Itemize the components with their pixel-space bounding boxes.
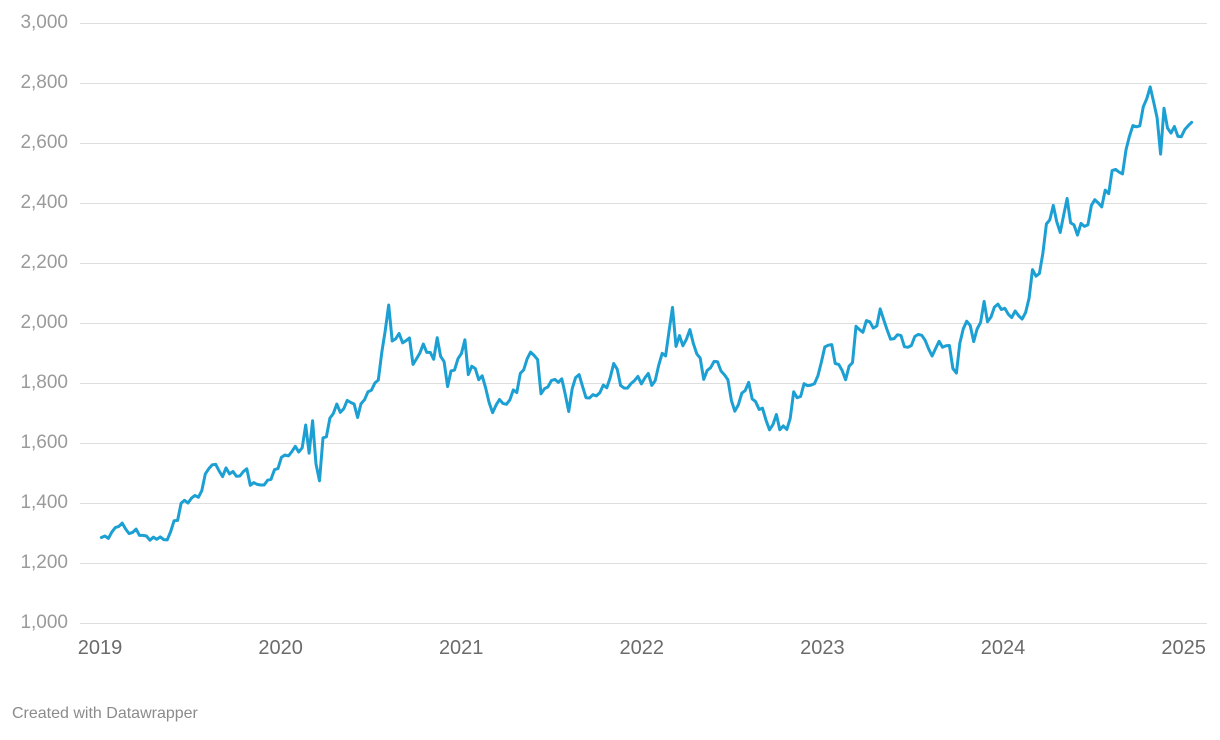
y-axis-label: 2,200	[20, 252, 68, 273]
x-axis-label: 2019	[77, 637, 123, 659]
y-axis-label: 2,800	[20, 72, 68, 93]
x-axis-label: 2020	[258, 637, 303, 659]
price-line-series	[99, 85, 1194, 542]
gridline	[80, 323, 1207, 324]
x-axis-label: 2022	[619, 637, 665, 659]
y-axis-label: 1,400	[20, 492, 68, 513]
gridline	[80, 503, 1207, 504]
y-axis-label: 2,400	[20, 192, 68, 213]
gridline	[80, 263, 1207, 264]
gridline	[80, 443, 1207, 444]
y-axis-label: 2,000	[20, 312, 68, 333]
y-axis-label: 1,600	[20, 432, 68, 453]
x-axis-label: 2023	[800, 637, 845, 659]
x-axis-label: 2025	[1161, 637, 1206, 659]
gridline	[80, 563, 1207, 564]
gridline	[80, 623, 1207, 624]
y-axis-label: 3,000	[20, 12, 68, 33]
x-axis-label: 2024	[980, 637, 1026, 659]
gridline	[80, 383, 1207, 384]
y-axis-label: 1,000	[20, 612, 68, 633]
gridline	[80, 83, 1207, 84]
x-axis-label: 2021	[438, 637, 484, 659]
y-axis-label: 2,600	[20, 132, 68, 153]
y-axis-label: 1,800	[20, 372, 68, 393]
gridline	[80, 203, 1207, 204]
y-axis-label: 1,200	[20, 552, 68, 573]
gridline	[80, 143, 1207, 144]
attribution-link[interactable]: Created with Datawrapper	[12, 705, 198, 722]
gridline	[80, 23, 1207, 24]
